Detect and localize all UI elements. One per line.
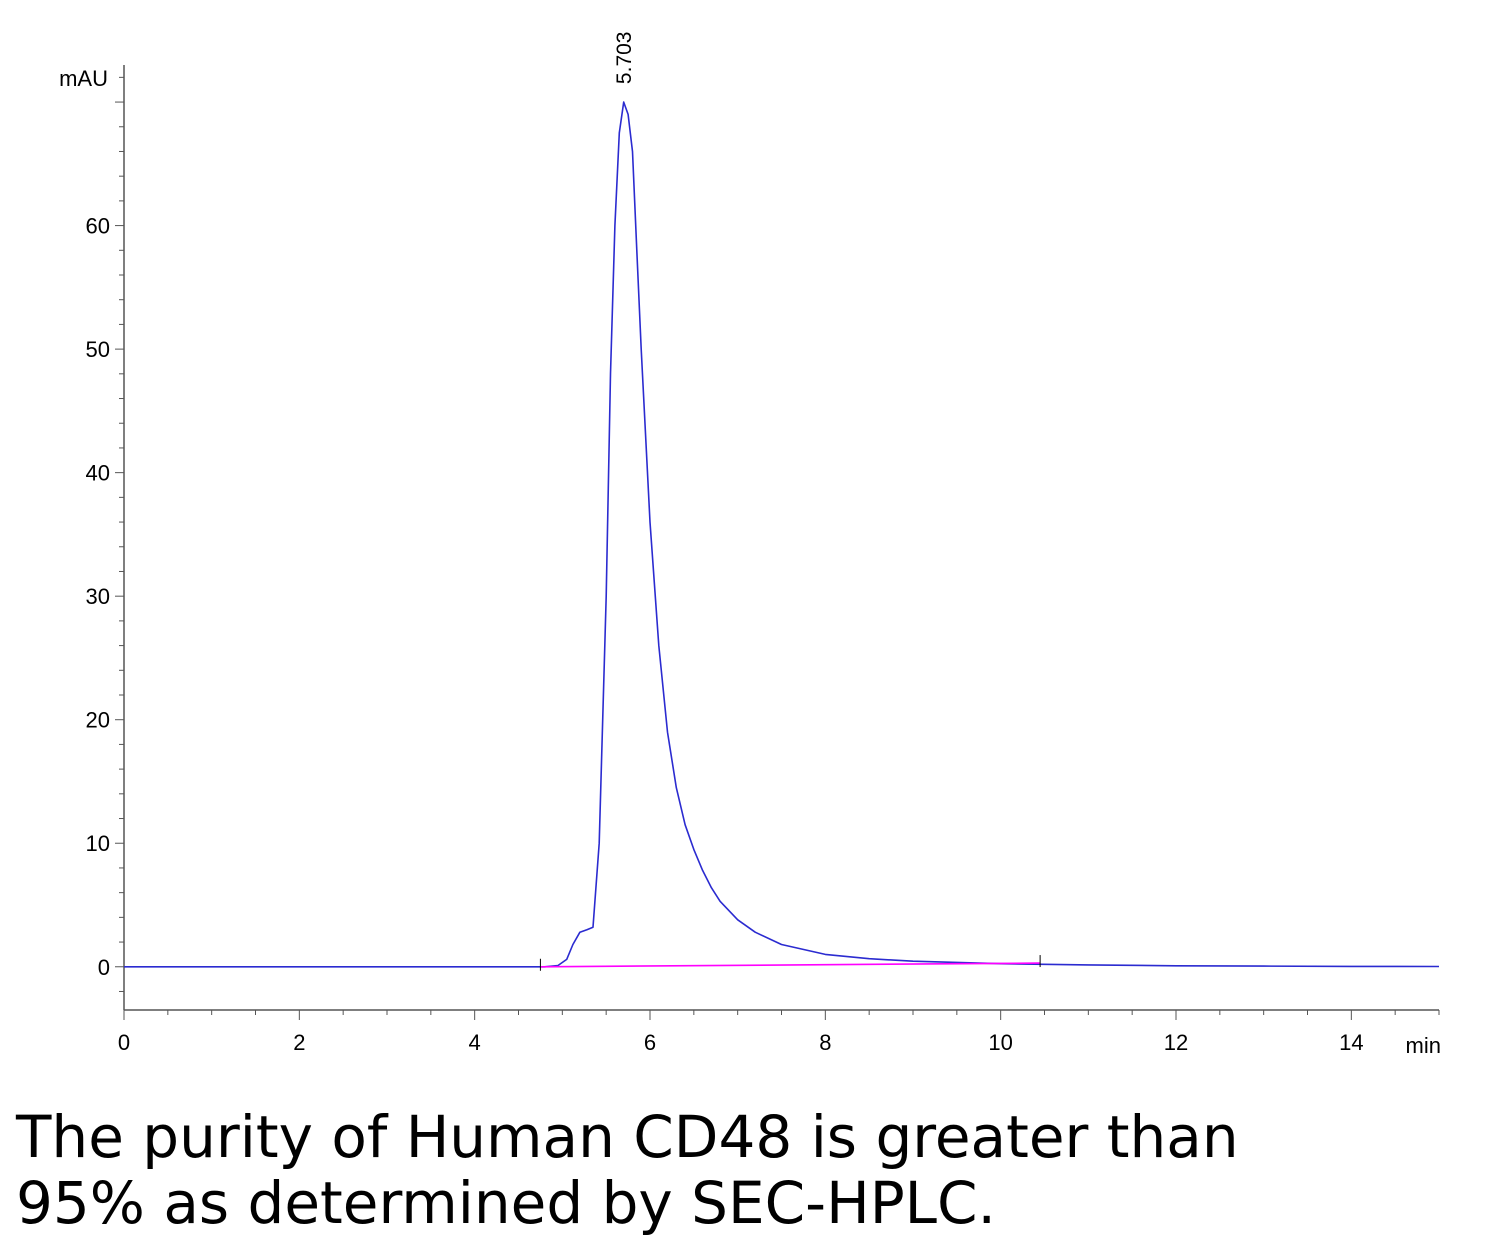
y-tick-label: 10 — [86, 831, 110, 856]
x-tick-label: 8 — [819, 1030, 831, 1055]
x-tick-label: 14 — [1339, 1030, 1363, 1055]
caption-line-2: 95% as determined by SEC-HPLC. — [16, 1169, 996, 1237]
plot-area: 5.703 — [124, 31, 1440, 971]
x-tick-label: 10 — [988, 1030, 1012, 1055]
chromatogram-trace — [124, 101, 1440, 968]
y-tick-label: 0 — [98, 955, 110, 980]
x-axis: 0 2 4 6 8 10 12 14 — [118, 1009, 1440, 1055]
y-axis-unit: mAU — [59, 66, 108, 91]
y-tick-label: 40 — [86, 461, 110, 486]
y-tick-label: 60 — [86, 214, 110, 239]
x-tick-label: 0 — [118, 1030, 130, 1055]
chromatogram-chart: 0 10 20 30 40 50 60 0 2 4 6 8 10 12 14 5.703 mAU min — [59, 31, 1441, 1058]
figure-caption: The purity of Human CD48 is greater than… — [16, 1104, 1476, 1236]
y-tick-label: 20 — [86, 708, 110, 733]
x-tick-label: 6 — [644, 1030, 656, 1055]
peak-retention-label: 5.703 — [613, 31, 636, 84]
x-tick-label: 12 — [1164, 1030, 1188, 1055]
caption-line-1: The purity of Human CD48 is greater than — [16, 1103, 1239, 1171]
x-axis-unit: min — [1406, 1033, 1441, 1058]
baseline-trace — [540, 962, 1041, 968]
y-tick-label: 50 — [86, 337, 110, 362]
x-tick-label: 4 — [469, 1030, 481, 1055]
y-tick-label: 30 — [86, 584, 110, 609]
y-axis: 0 10 20 30 40 50 60 — [86, 65, 125, 1010]
x-tick-label: 2 — [293, 1030, 305, 1055]
